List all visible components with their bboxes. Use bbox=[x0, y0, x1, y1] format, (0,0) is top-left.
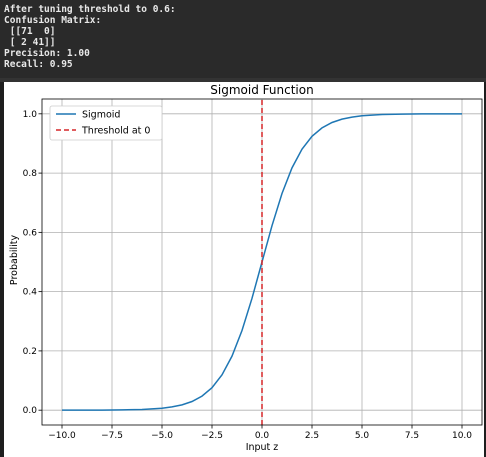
x-tick-label: 2.5 bbox=[305, 431, 319, 441]
x-tick-label: −2.5 bbox=[201, 431, 223, 441]
console-output: After tuning threshold to 0.6: Confusion… bbox=[0, 0, 486, 78]
series-layer bbox=[61, 99, 463, 425]
output-separator bbox=[0, 78, 486, 82]
y-tick-label: 0.0 bbox=[23, 406, 38, 416]
x-tick-label: 10.0 bbox=[452, 431, 472, 441]
x-tick-label: 5.0 bbox=[355, 431, 370, 441]
x-tick-label: −7.5 bbox=[101, 431, 123, 441]
x-tick-label: 7.5 bbox=[405, 431, 419, 441]
y-axis-label: Probability bbox=[9, 235, 20, 286]
console-line: Precision: 1.00 bbox=[4, 48, 90, 59]
x-tick-label: −10.0 bbox=[48, 431, 76, 441]
y-tick-label: 0.2 bbox=[23, 347, 37, 357]
axis-ticks: −10.0 −7.5 −5.0 −2.5 0.0 2.5 5.0 7.5 10.0 0.0 0.2 0… bbox=[23, 110, 473, 441]
x-tick-label: 0.0 bbox=[255, 431, 270, 441]
console-line: [[71 0] bbox=[4, 26, 56, 37]
sigmoid-chart: Sigmoid Function Input z Probability −10… bbox=[9, 83, 483, 453]
console-line: Recall: 0.95 bbox=[4, 59, 73, 70]
legend-label-sigmoid: Sigmoid bbox=[82, 110, 120, 121]
chart-title: Sigmoid Function bbox=[210, 83, 313, 97]
y-tick-label: 0.8 bbox=[23, 169, 38, 179]
legend: Sigmoid Threshold at 0 bbox=[49, 105, 163, 141]
y-tick-label: 1.0 bbox=[23, 110, 38, 120]
y-tick-label: 0.4 bbox=[23, 288, 38, 298]
x-axis-label: Input z bbox=[246, 442, 279, 453]
x-tick-label: −5.0 bbox=[151, 431, 173, 441]
console-line: Confusion Matrix: bbox=[4, 15, 102, 26]
legend-label-threshold: Threshold at 0 bbox=[81, 126, 150, 137]
console-line: After tuning threshold to 0.6: bbox=[4, 4, 176, 15]
console-line: [ 2 41]] bbox=[4, 37, 56, 48]
y-tick-label: 0.6 bbox=[23, 228, 38, 238]
legend-box bbox=[49, 105, 163, 141]
figure-panel: Sigmoid Function Input z Probability −10… bbox=[4, 82, 484, 457]
plot-frame bbox=[41, 98, 483, 426]
